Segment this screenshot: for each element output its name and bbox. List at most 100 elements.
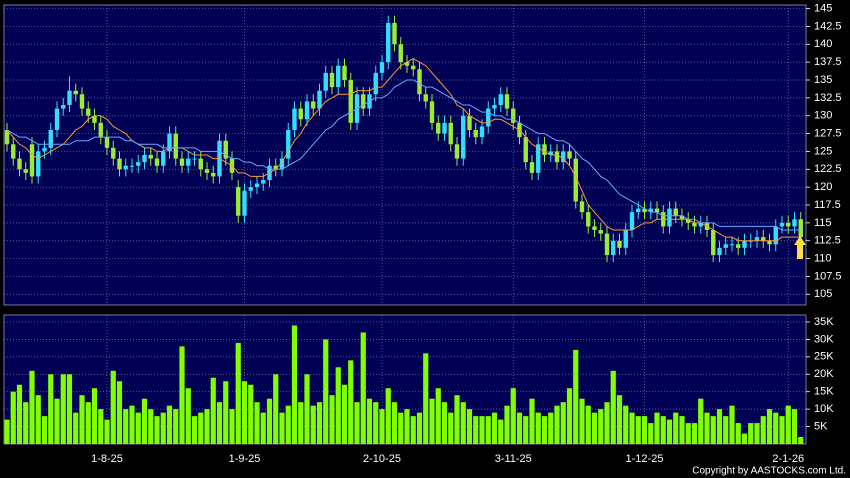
volume-bar [398,412,404,444]
candle-body [236,187,241,216]
candle-body [317,90,322,109]
volume-bar [710,416,716,444]
candle-body [448,122,453,145]
volume-bar [516,412,523,444]
volume-bar [85,402,91,444]
candle-body [23,169,28,173]
volume-bar [791,409,798,444]
candle-body [798,219,803,238]
volume-bar [191,416,198,444]
candle-body [548,151,553,155]
candle-body [592,226,597,230]
candle-body [136,162,141,166]
volume-bar [185,388,191,444]
volume-bar [741,433,748,444]
volume-bar [441,402,448,444]
x-tick-label: 3-11-25 [495,453,532,465]
candle-body [298,108,303,120]
volume-bar [354,402,360,444]
candle-body [398,44,403,63]
volume-bar [48,374,54,444]
volume-bar [679,416,685,444]
candle-body [686,219,691,223]
volume-bar [229,409,235,444]
candle-body [373,72,378,95]
x-tick-label: 1-12-25 [626,453,664,465]
volume-bar [166,405,173,444]
volume-bar [541,416,548,444]
candle-body [554,151,560,163]
candle-body [98,122,103,138]
volume-bar [491,412,498,444]
candle-body [511,108,516,123]
volume-bar [629,412,635,444]
volume-bar [685,423,691,444]
volume-bar [248,384,254,444]
volume-bar [598,409,604,444]
candle-body [279,158,285,170]
volume-bar [266,398,273,444]
volume-bar [273,374,279,444]
candle-body [417,69,422,95]
volume-bar [660,416,666,444]
plot-layer: 105 107.5 110 112.5 115 117.5 120 122.5 125 127.5… [4,2,842,465]
volume-bar [723,416,729,444]
candle-body [204,169,210,173]
volume-bar [735,423,741,444]
candle-body [92,115,97,123]
volume-bar [366,398,373,444]
y-tick-label: 110 [814,252,832,264]
candle-body [286,130,291,159]
candle-body [611,240,616,255]
volume-bar [591,412,598,444]
volume-bar [310,405,316,444]
candle-body [498,94,503,105]
ma-line [6,79,801,231]
volume-bar [604,402,610,444]
volume-bar [573,349,579,444]
volume-bar [616,395,623,444]
volume-bar [260,412,266,444]
y-tick-label: 5K [814,420,828,432]
volume-bar [79,395,85,444]
volume-bar [473,416,479,444]
volume-bar [554,405,560,444]
volume-bar [335,367,341,444]
candle-body [42,147,47,152]
volume-bar [135,412,141,444]
volume-bar [329,395,335,444]
y-tick-label: 130 [814,110,832,122]
volume-bar [116,381,123,444]
y-tick-label: 35K [814,316,834,328]
candle-body [304,101,310,120]
volume-bar [785,405,791,444]
candle-body [461,115,466,159]
candle-body [679,215,685,220]
volume-bar [448,412,454,444]
volume-bar [285,405,291,444]
candle-body [211,172,216,177]
candle-body [261,180,266,184]
volume-bar [54,398,60,444]
volume-bar [148,409,154,444]
volume-bar [173,409,179,444]
volume-bar [179,346,185,444]
volume-bar [410,416,416,444]
volume-bar [91,388,98,444]
candle-body [486,108,491,127]
candle-body [179,158,185,166]
volume-bar [416,412,423,444]
candle-body [579,201,585,213]
candle-body [29,144,35,177]
volume-bar [98,409,104,444]
candle-body [67,90,72,105]
candle-body [223,140,228,159]
candle-body [292,108,297,130]
candle-body [254,183,260,188]
volume-bar [235,342,241,444]
volume-bar [510,388,516,444]
candle-body [642,208,647,213]
candle-body [792,219,797,227]
volume-bar [423,353,429,444]
